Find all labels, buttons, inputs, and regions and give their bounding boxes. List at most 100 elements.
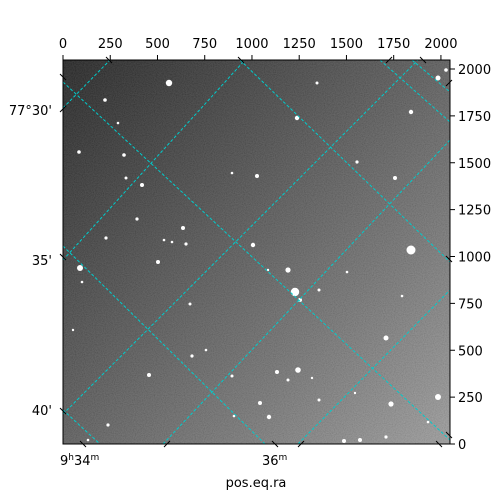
- star: [104, 236, 108, 240]
- star: [204, 348, 208, 352]
- right-tick-label: 0: [458, 438, 466, 453]
- star: [383, 335, 389, 341]
- star: [255, 174, 259, 178]
- star: [317, 398, 321, 402]
- top-tick-label: 250: [98, 37, 123, 52]
- top-tick-label: 0: [59, 37, 67, 52]
- star: [266, 414, 272, 420]
- star: [140, 183, 144, 187]
- right-pixel-axis: 0 250 500 750 1000 1250 1500 1750 2000: [450, 63, 491, 453]
- star: [232, 414, 236, 418]
- star: [408, 109, 414, 115]
- right-tick-label: 1500: [458, 157, 491, 172]
- star: [298, 298, 302, 302]
- sky-image: [63, 60, 450, 444]
- star: [342, 439, 346, 443]
- star: [165, 79, 173, 87]
- star: [190, 354, 194, 358]
- top-pixel-axis: 0 250 500 750 1000 1250 1500 1750 2000: [59, 37, 457, 60]
- right-tick-label: 250: [458, 391, 483, 406]
- star: [388, 401, 394, 407]
- star: [80, 280, 84, 284]
- grid-line: [63, 409, 101, 444]
- star: [275, 370, 279, 374]
- top-tick-label: 2000: [424, 37, 457, 52]
- grid-line: [63, 60, 246, 261]
- grid-line: [239, 60, 450, 263]
- star: [258, 401, 262, 405]
- star: [77, 265, 83, 271]
- right-tick-label: 1250: [458, 204, 491, 219]
- right-tick-label: 2000: [458, 63, 491, 78]
- star: [355, 160, 359, 164]
- star: [86, 438, 90, 442]
- star: [124, 176, 128, 180]
- coordinate-grid: [63, 60, 450, 444]
- star: [310, 376, 314, 380]
- star: [230, 374, 234, 378]
- top-tick-label: 1000: [235, 37, 268, 52]
- star: [435, 394, 441, 400]
- star: [230, 171, 234, 175]
- grid-line: [63, 81, 450, 441]
- star: [285, 267, 291, 273]
- right-tick-label: 1000: [458, 251, 491, 266]
- star: [147, 373, 151, 377]
- top-tick-label: 1750: [377, 37, 410, 52]
- star: [426, 420, 430, 424]
- star: [77, 150, 81, 154]
- star: [384, 435, 388, 439]
- grid-line: [379, 60, 450, 123]
- top-tick-label: 750: [192, 37, 217, 52]
- star: [122, 153, 126, 157]
- ra-label-1: 9h34m: [60, 453, 99, 469]
- star: [435, 75, 441, 81]
- star: [444, 68, 448, 72]
- grid-line: [63, 245, 266, 444]
- star: [116, 121, 120, 125]
- dec-label-2: 35': [32, 254, 52, 269]
- star: [106, 423, 110, 427]
- dec-label-3: 40': [32, 404, 52, 419]
- star: [358, 438, 362, 442]
- star: [393, 176, 397, 180]
- star: [250, 242, 256, 248]
- star: [290, 287, 300, 297]
- star: [266, 268, 270, 272]
- star: [103, 98, 107, 102]
- grid-line: [63, 60, 111, 109]
- dec-label-1: 77°30': [9, 104, 52, 119]
- ra-label-2: 36m: [262, 453, 287, 469]
- star: [71, 328, 75, 332]
- star: [162, 238, 166, 242]
- right-tick-label: 500: [458, 344, 483, 359]
- grid-line: [297, 289, 450, 444]
- star: [295, 367, 301, 373]
- star: [170, 240, 174, 244]
- wcs-ticks: [59, 56, 453, 448]
- star: [294, 115, 300, 121]
- star: [345, 270, 349, 274]
- top-tick-label: 1250: [283, 37, 316, 52]
- star: [317, 288, 321, 292]
- grid-line: [411, 60, 450, 93]
- star: [135, 217, 139, 221]
- x-axis-title: pos.eq.ra: [226, 476, 287, 491]
- grid-line: [63, 60, 419, 415]
- top-tick-label: 500: [145, 37, 170, 52]
- star: [184, 242, 188, 246]
- star: [286, 378, 290, 382]
- stars: [71, 68, 448, 443]
- star: [181, 226, 185, 230]
- star: [315, 81, 319, 85]
- star: [156, 260, 160, 264]
- star: [406, 245, 416, 255]
- star: [188, 302, 192, 306]
- right-tick-label: 750: [458, 297, 483, 312]
- star: [353, 391, 357, 395]
- top-tick-label: 1500: [330, 37, 363, 52]
- star: [400, 294, 404, 298]
- right-tick-label: 1750: [458, 110, 491, 125]
- plot-frame: [62, 59, 451, 445]
